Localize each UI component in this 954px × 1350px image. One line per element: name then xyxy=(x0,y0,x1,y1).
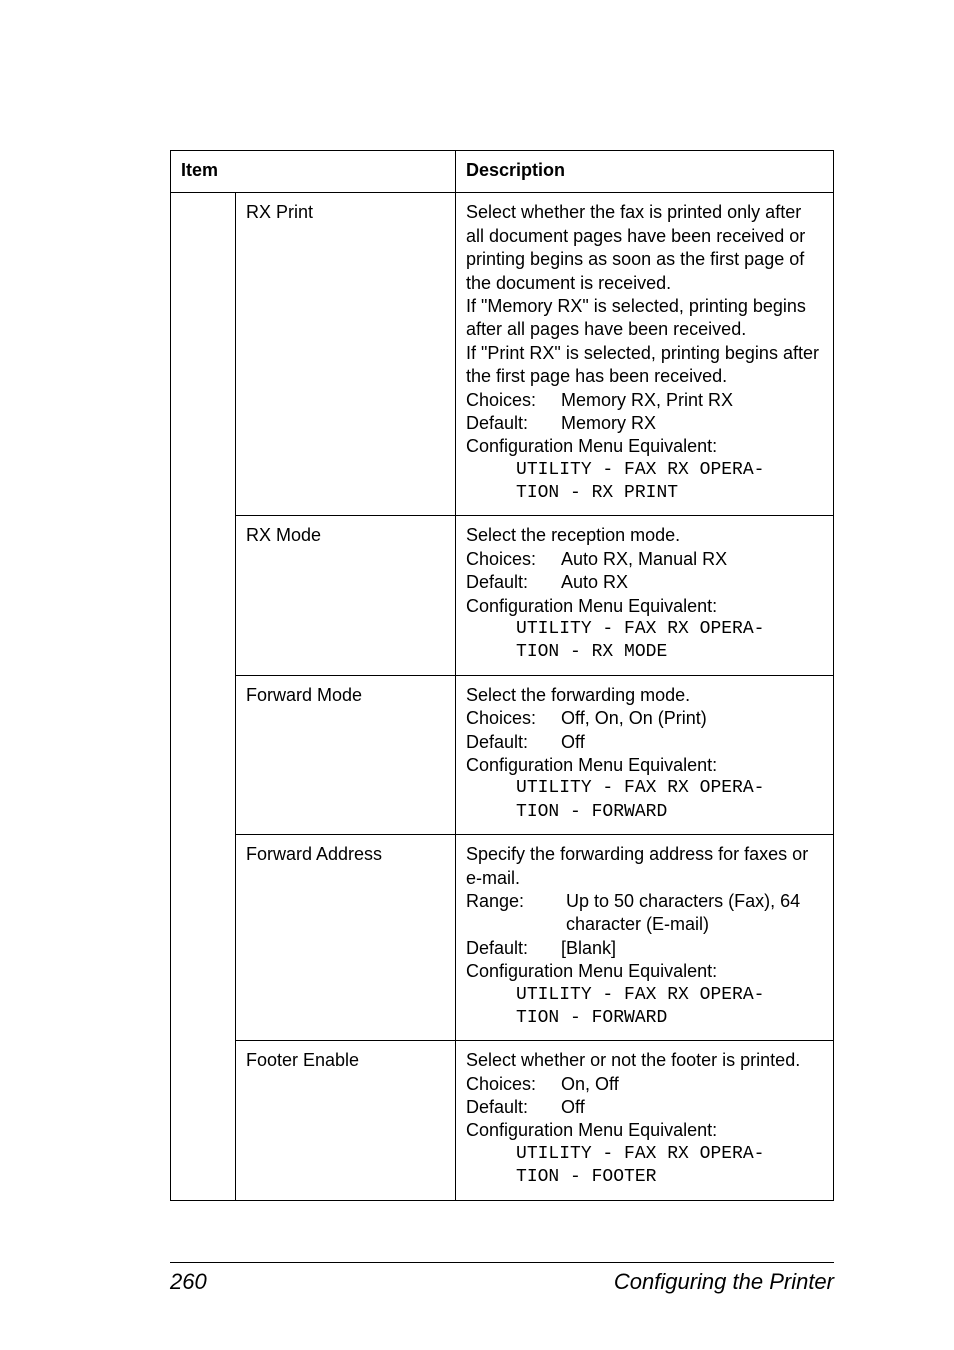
config-line: UTILITY - FAX RX OPERA- xyxy=(466,777,823,800)
default-value: Auto RX xyxy=(561,572,628,592)
item-description: Select whether the fax is printed only a… xyxy=(456,193,834,516)
item-description: Specify the forwarding address for faxes… xyxy=(456,835,834,1041)
item-name: RX Mode xyxy=(236,516,456,675)
header-description: Description xyxy=(456,151,834,193)
table-row: Forward Mode Select the forwarding mode.… xyxy=(171,675,834,834)
default-value: Off xyxy=(561,732,585,752)
choices-label: Choices: xyxy=(466,389,561,412)
desc-text: Specify the forwarding address for faxes… xyxy=(466,844,808,887)
table-row: RX Mode Select the reception mode. Choic… xyxy=(171,516,834,675)
page-number: 260 xyxy=(170,1269,207,1295)
config-line: UTILITY - FAX RX OPERA- xyxy=(466,984,823,1007)
table-row: RX Print Select whether the fax is print… xyxy=(171,193,834,516)
default-label: Default: xyxy=(466,1096,561,1119)
choices-label: Choices: xyxy=(466,548,561,571)
table-header-row: Item Description xyxy=(171,151,834,193)
config-label: Configuration Menu Equivalent: xyxy=(466,596,717,616)
default-value: Off xyxy=(561,1097,585,1117)
range-value: Up to 50 characters (Fax), 64 character … xyxy=(566,890,823,937)
item-name: Footer Enable xyxy=(236,1041,456,1200)
page-footer: 260 Configuring the Printer xyxy=(170,1262,834,1295)
config-label: Configuration Menu Equivalent: xyxy=(466,755,717,775)
config-line: TION - RX PRINT xyxy=(466,482,823,505)
item-description: Select whether or not the footer is prin… xyxy=(456,1041,834,1200)
config-label: Configuration Menu Equivalent: xyxy=(466,961,717,981)
choices-label: Choices: xyxy=(466,707,561,730)
default-label: Default: xyxy=(466,731,561,754)
config-line: TION - FOOTER xyxy=(466,1166,823,1189)
settings-table: Item Description RX Print Select whether… xyxy=(170,150,834,1201)
choices-value: Memory RX, Print RX xyxy=(561,390,733,410)
config-line: TION - FORWARD xyxy=(466,1007,823,1030)
item-name: Forward Address xyxy=(236,835,456,1041)
item-description: Select the forwarding mode. Choices:Off,… xyxy=(456,675,834,834)
config-line: UTILITY - FAX RX OPERA- xyxy=(466,1143,823,1166)
choices-value: Off, On, On (Print) xyxy=(561,708,707,728)
range-label: Range: xyxy=(466,890,566,937)
choices-value: On, Off xyxy=(561,1074,619,1094)
config-label: Configuration Menu Equivalent: xyxy=(466,436,717,456)
default-label: Default: xyxy=(466,937,561,960)
item-name: RX Print xyxy=(236,193,456,516)
config-line: TION - FORWARD xyxy=(466,801,823,824)
default-label: Default: xyxy=(466,412,561,435)
default-value: Memory RX xyxy=(561,413,656,433)
config-line: TION - RX MODE xyxy=(466,641,823,664)
item-description: Select the reception mode. Choices:Auto … xyxy=(456,516,834,675)
header-item: Item xyxy=(171,151,456,193)
desc-text: Select whether or not the footer is prin… xyxy=(466,1050,800,1070)
desc-text: If "Print RX" is selected, printing begi… xyxy=(466,343,819,386)
desc-text: Select the reception mode. xyxy=(466,525,680,545)
config-line: UTILITY - FAX RX OPERA- xyxy=(466,459,823,482)
desc-text: Select the forwarding mode. xyxy=(466,685,690,705)
table-row: Forward Address Specify the forwarding a… xyxy=(171,835,834,1041)
table-row: Footer Enable Select whether or not the … xyxy=(171,1041,834,1200)
blank-group-cell xyxy=(171,193,236,1200)
default-label: Default: xyxy=(466,571,561,594)
desc-text: Select whether the fax is printed only a… xyxy=(466,202,805,292)
choices-value: Auto RX, Manual RX xyxy=(561,549,727,569)
config-line: UTILITY - FAX RX OPERA- xyxy=(466,618,823,641)
desc-text: If "Memory RX" is selected, printing beg… xyxy=(466,296,806,339)
page-container: Item Description RX Print Select whether… xyxy=(0,0,954,1350)
config-label: Configuration Menu Equivalent: xyxy=(466,1120,717,1140)
choices-label: Choices: xyxy=(466,1073,561,1096)
footer-title: Configuring the Printer xyxy=(614,1269,834,1295)
default-value: [Blank] xyxy=(561,938,616,958)
item-name: Forward Mode xyxy=(236,675,456,834)
